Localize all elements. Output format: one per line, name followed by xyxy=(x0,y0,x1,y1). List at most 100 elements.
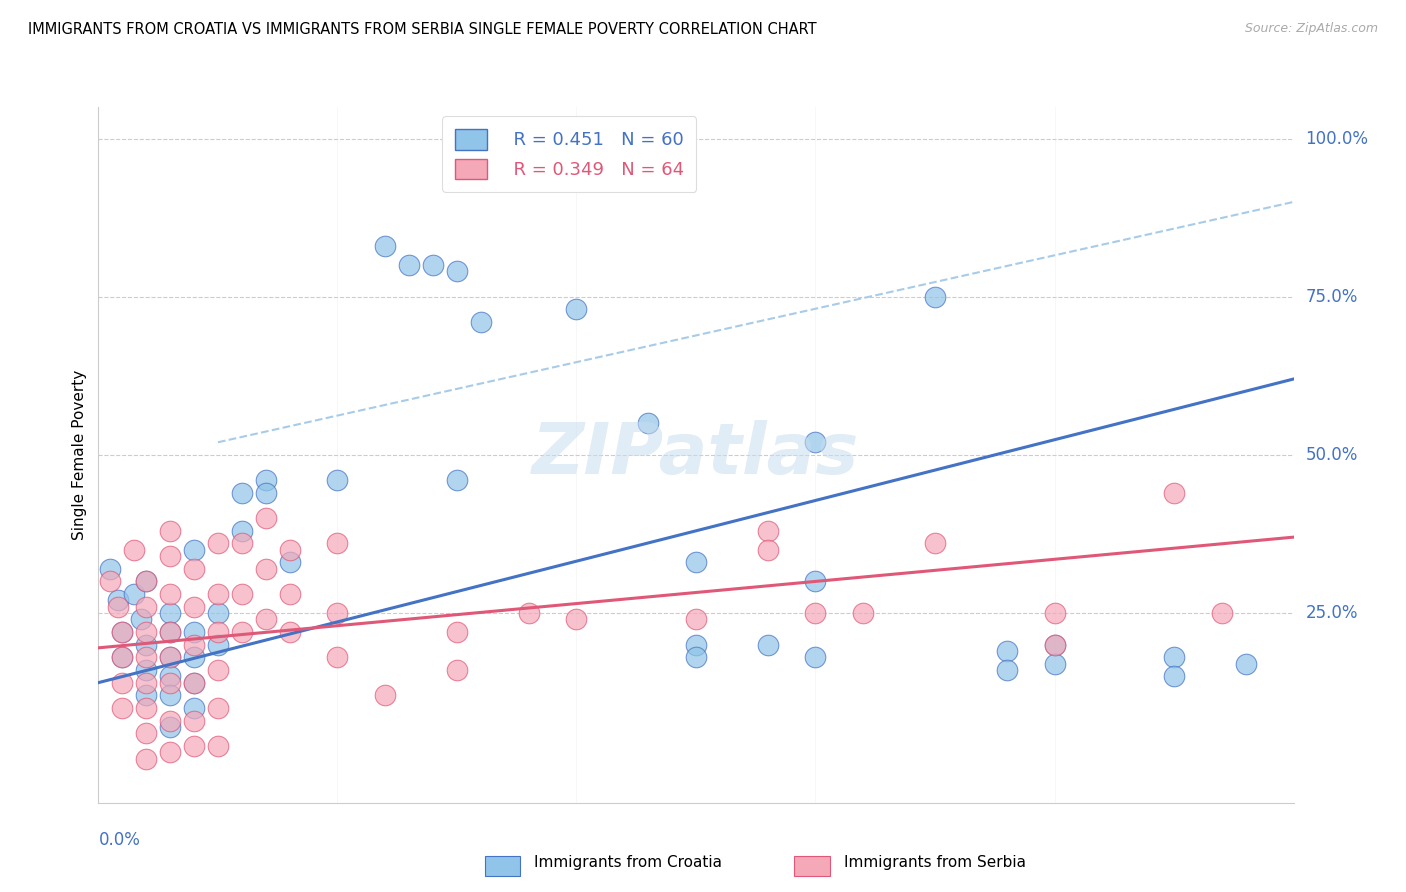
FancyBboxPatch shape xyxy=(794,856,830,876)
Point xyxy=(326,650,349,665)
Point xyxy=(135,638,157,652)
Point xyxy=(804,435,827,450)
Point xyxy=(637,417,659,431)
Point xyxy=(159,650,181,665)
Point xyxy=(159,745,181,759)
Point xyxy=(107,593,129,607)
Point xyxy=(374,688,396,702)
Point xyxy=(685,638,707,652)
Point xyxy=(98,562,122,576)
Point xyxy=(1043,638,1066,652)
Point xyxy=(995,663,1018,677)
Point xyxy=(1211,606,1233,620)
Point xyxy=(183,739,205,753)
Text: 100.0%: 100.0% xyxy=(1305,129,1368,148)
Point xyxy=(135,663,157,677)
Point xyxy=(1234,657,1257,671)
Point xyxy=(124,542,146,557)
Point xyxy=(159,625,181,640)
Point xyxy=(804,574,827,589)
Point xyxy=(804,606,827,620)
Point xyxy=(207,739,229,753)
Text: 0.0%: 0.0% xyxy=(98,830,141,848)
Point xyxy=(135,650,157,665)
Point xyxy=(111,650,134,665)
Text: Immigrants from Croatia: Immigrants from Croatia xyxy=(534,855,723,870)
Point xyxy=(924,290,946,304)
Point xyxy=(924,536,946,550)
Text: 50.0%: 50.0% xyxy=(1305,446,1358,464)
Point xyxy=(756,524,779,538)
Point xyxy=(207,701,229,715)
Point xyxy=(111,650,134,665)
Point xyxy=(254,486,277,500)
Point xyxy=(135,599,157,614)
Point xyxy=(111,675,134,690)
Point xyxy=(1043,638,1066,652)
Point xyxy=(135,574,157,589)
Point xyxy=(131,612,153,626)
Point xyxy=(183,675,205,690)
Point xyxy=(135,688,157,702)
Point xyxy=(446,663,468,677)
Point xyxy=(159,650,181,665)
Point xyxy=(183,542,205,557)
Point xyxy=(111,701,134,715)
Point xyxy=(231,536,253,550)
Point xyxy=(565,612,588,626)
Point xyxy=(1043,657,1066,671)
Point xyxy=(183,714,205,728)
Text: Immigrants from Serbia: Immigrants from Serbia xyxy=(844,855,1025,870)
Point xyxy=(135,726,157,740)
Point xyxy=(326,536,349,550)
Point xyxy=(159,549,181,563)
FancyBboxPatch shape xyxy=(485,856,520,876)
Point xyxy=(231,524,253,538)
Point xyxy=(685,650,707,665)
Point xyxy=(231,486,253,500)
Point xyxy=(254,473,277,487)
Point xyxy=(135,675,157,690)
Point xyxy=(326,473,349,487)
Text: IMMIGRANTS FROM CROATIA VS IMMIGRANTS FROM SERBIA SINGLE FEMALE POVERTY CORRELAT: IMMIGRANTS FROM CROATIA VS IMMIGRANTS FR… xyxy=(28,22,817,37)
Point xyxy=(135,574,157,589)
Point xyxy=(398,258,420,272)
Point xyxy=(422,258,444,272)
Point xyxy=(183,562,205,576)
Point xyxy=(159,688,181,702)
Point xyxy=(1043,606,1066,620)
Point xyxy=(111,625,134,640)
Point xyxy=(183,701,205,715)
Point xyxy=(207,587,229,601)
Point xyxy=(254,511,277,525)
Point xyxy=(159,606,181,620)
Point xyxy=(159,625,181,640)
Point xyxy=(159,714,181,728)
Text: 25.0%: 25.0% xyxy=(1305,604,1358,622)
Text: Source: ZipAtlas.com: Source: ZipAtlas.com xyxy=(1244,22,1378,36)
Point xyxy=(326,606,349,620)
Point xyxy=(278,556,301,570)
Point xyxy=(1163,669,1185,683)
Point xyxy=(1163,486,1185,500)
Legend:   R = 0.451   N = 60,   R = 0.349   N = 64: R = 0.451 N = 60, R = 0.349 N = 64 xyxy=(441,116,696,192)
Point xyxy=(183,599,205,614)
Point xyxy=(207,625,229,640)
Point xyxy=(107,599,129,614)
Point xyxy=(183,650,205,665)
Point xyxy=(207,638,229,652)
Point xyxy=(278,542,301,557)
Point xyxy=(183,625,205,640)
Point xyxy=(685,556,707,570)
Point xyxy=(135,751,157,765)
Point xyxy=(517,606,540,620)
Point xyxy=(446,625,468,640)
Point xyxy=(756,638,779,652)
Point xyxy=(207,606,229,620)
Point xyxy=(254,612,277,626)
Text: ZIPatlas: ZIPatlas xyxy=(533,420,859,490)
Point xyxy=(995,644,1018,658)
Point xyxy=(159,675,181,690)
Point xyxy=(685,612,707,626)
Point xyxy=(183,638,205,652)
